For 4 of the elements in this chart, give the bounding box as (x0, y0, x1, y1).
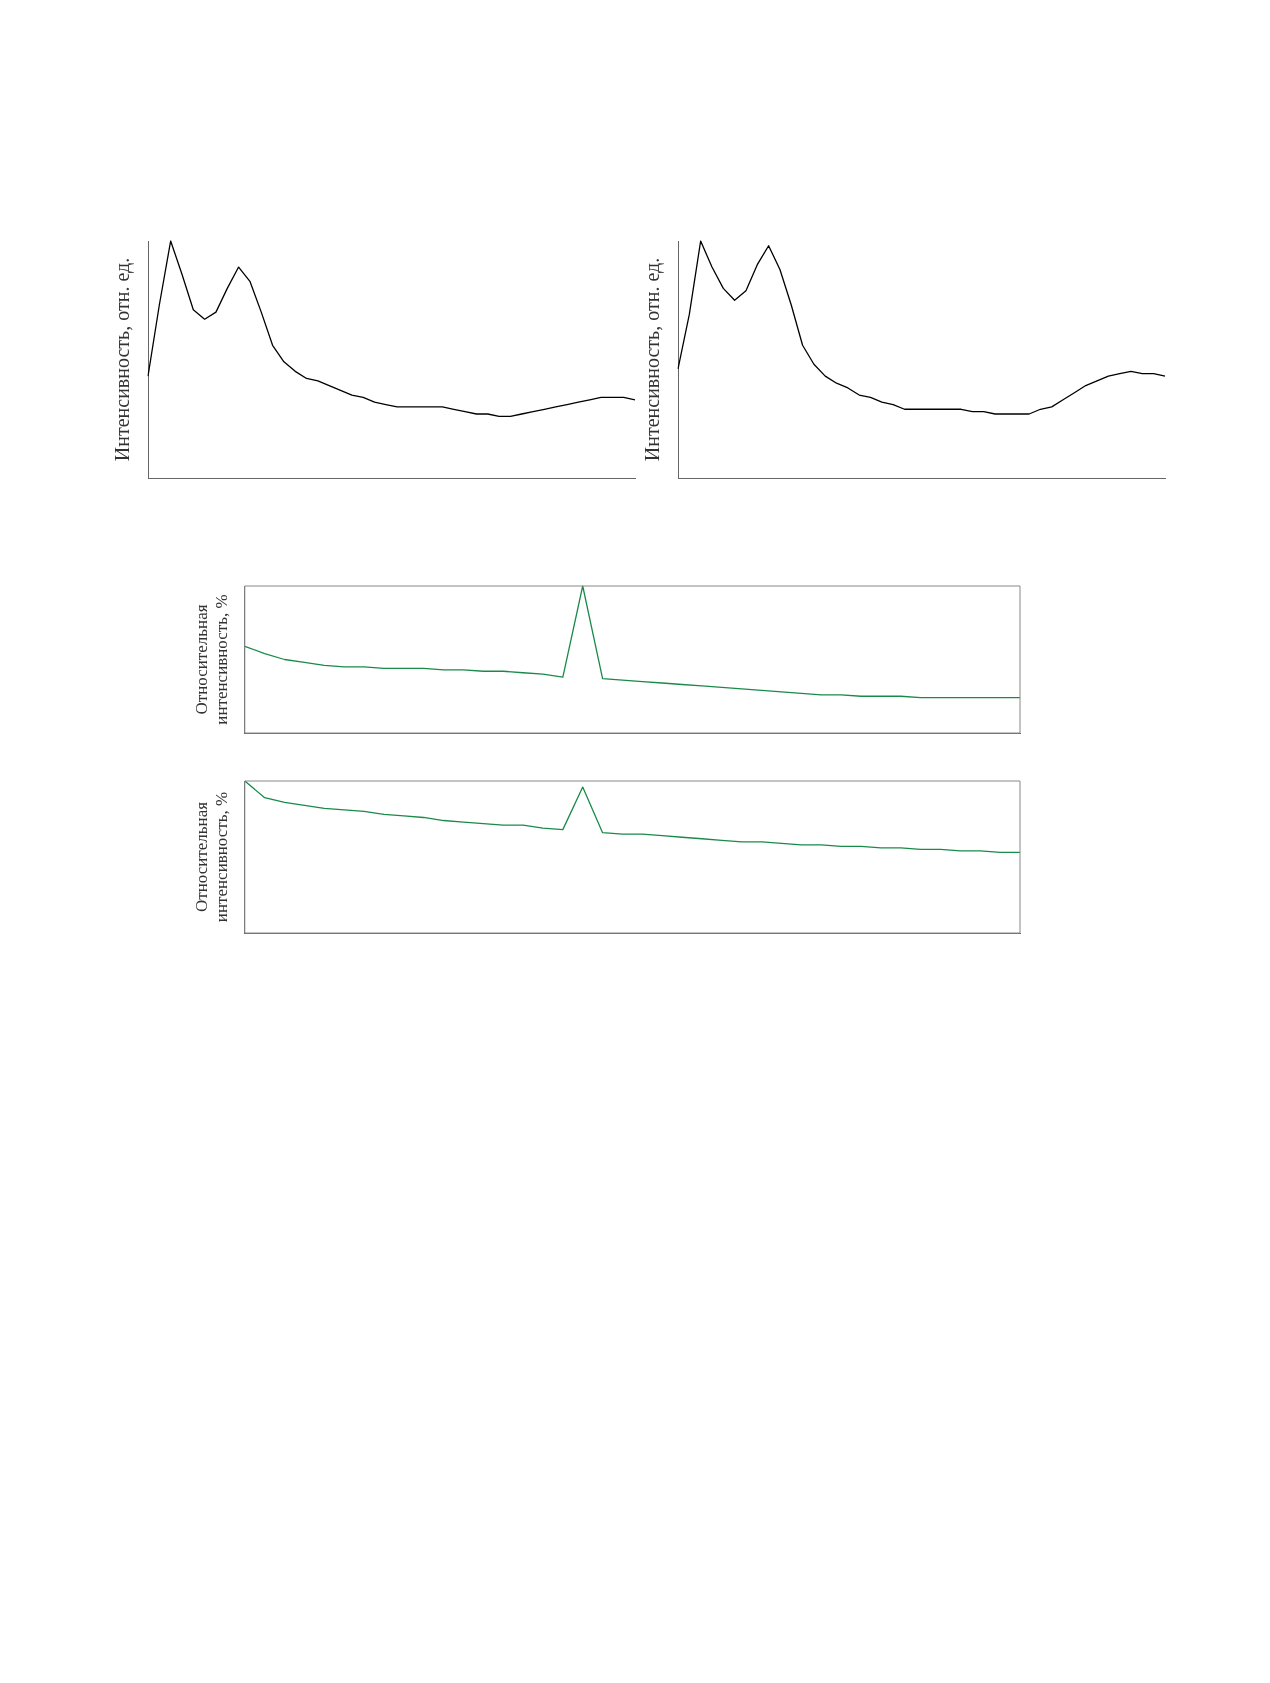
y-axis-title: Интенсивность, отн. ед. (111, 257, 135, 462)
y-axis-title: Интенсивность, отн. ед. (641, 257, 665, 462)
y-axis-title: Относительная интенсивность, % (191, 594, 232, 725)
y-axis-title: Относительная интенсивность, % (191, 791, 232, 923)
